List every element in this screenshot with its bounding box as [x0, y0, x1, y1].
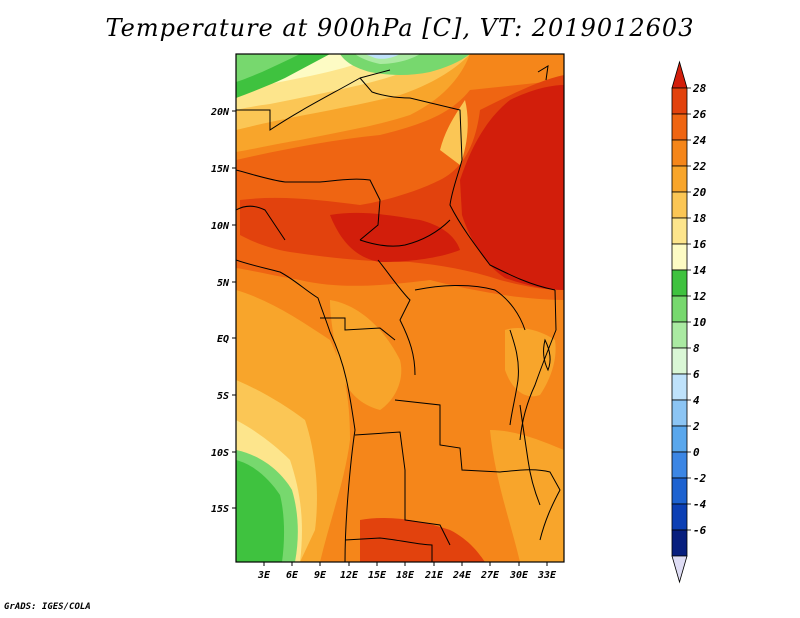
colorbar-label: 24 — [692, 134, 707, 147]
colorbar-segment — [671, 529, 688, 557]
lon-label: 18E — [396, 570, 415, 581]
colorbar-segment — [671, 347, 688, 375]
lon-label: 9E — [314, 570, 327, 581]
lon-label: 12E — [340, 570, 359, 581]
colorbar-segment — [671, 451, 688, 479]
lon-label: 30E — [509, 570, 529, 581]
lon-label: 3E — [257, 570, 271, 581]
colorbar-segment — [671, 165, 688, 193]
colorbar-top-triangle — [671, 60, 688, 89]
colorbar-segment — [671, 399, 688, 427]
colorbar-segment — [671, 191, 688, 219]
colorbar-segment — [671, 139, 688, 167]
colorbar-label: 18 — [693, 212, 707, 225]
colorbar-label: 26 — [692, 108, 707, 121]
colorbar-label: 6 — [693, 368, 700, 381]
lon-label: 21E — [424, 570, 444, 581]
colorbar-segment — [671, 87, 688, 115]
colorbar-segment — [671, 113, 688, 141]
lat-label: 10N — [211, 221, 230, 232]
lat-label: 10S — [211, 448, 229, 459]
axis-ticks — [232, 110, 548, 566]
colorbar-label: 0 — [693, 446, 700, 459]
lon-label: 15E — [368, 570, 387, 581]
lat-label: 5S — [217, 391, 229, 402]
colorbar-label: 16 — [693, 238, 707, 251]
colorbar-label: 20 — [692, 186, 707, 199]
lat-label: 15N — [211, 164, 230, 175]
colorbar-bottom-triangle — [671, 555, 688, 584]
colorbar-segment — [671, 321, 688, 349]
lat-label: EQ — [217, 334, 229, 345]
colorbar-label: -2 — [693, 472, 707, 485]
colorbar-segment — [671, 373, 688, 401]
colorbar-label: 28 — [692, 82, 707, 95]
colorbar-segment — [671, 295, 688, 323]
colorbar-segment — [671, 217, 688, 245]
colorbar-segment — [671, 269, 688, 297]
map-title: Temperature at 900hPa [C], VT: 201901260… — [105, 14, 695, 42]
country-borders — [236, 65, 561, 562]
colorbar-label: 8 — [693, 342, 700, 355]
colorbar-segment — [671, 503, 688, 531]
colorbar-label: 10 — [693, 316, 707, 329]
lon-label: 27E — [480, 570, 500, 581]
lon-label: 24E — [452, 570, 472, 581]
colorbar-segment — [671, 243, 688, 271]
colorbar-segment — [671, 477, 688, 505]
temperature-field — [236, 54, 564, 562]
colorbar-label: -6 — [693, 524, 707, 537]
colorbar-label: 2 — [692, 420, 700, 433]
colorbar-label: -4 — [693, 498, 707, 511]
lat-label: 20N — [210, 107, 230, 118]
lon-label: 33E — [537, 570, 557, 581]
colorbar-segment — [671, 425, 688, 453]
lon-label: 6E — [286, 570, 299, 581]
colorbar-label: 14 — [693, 264, 707, 277]
colorbar-label: 4 — [693, 394, 700, 407]
colorbar-label: 12 — [693, 290, 707, 303]
lat-label: 15S — [211, 504, 229, 515]
grads-credit: GrADS: IGES/COLA — [4, 602, 91, 612]
colorbar-label: 22 — [692, 160, 707, 173]
lat-label: 5N — [217, 278, 230, 289]
